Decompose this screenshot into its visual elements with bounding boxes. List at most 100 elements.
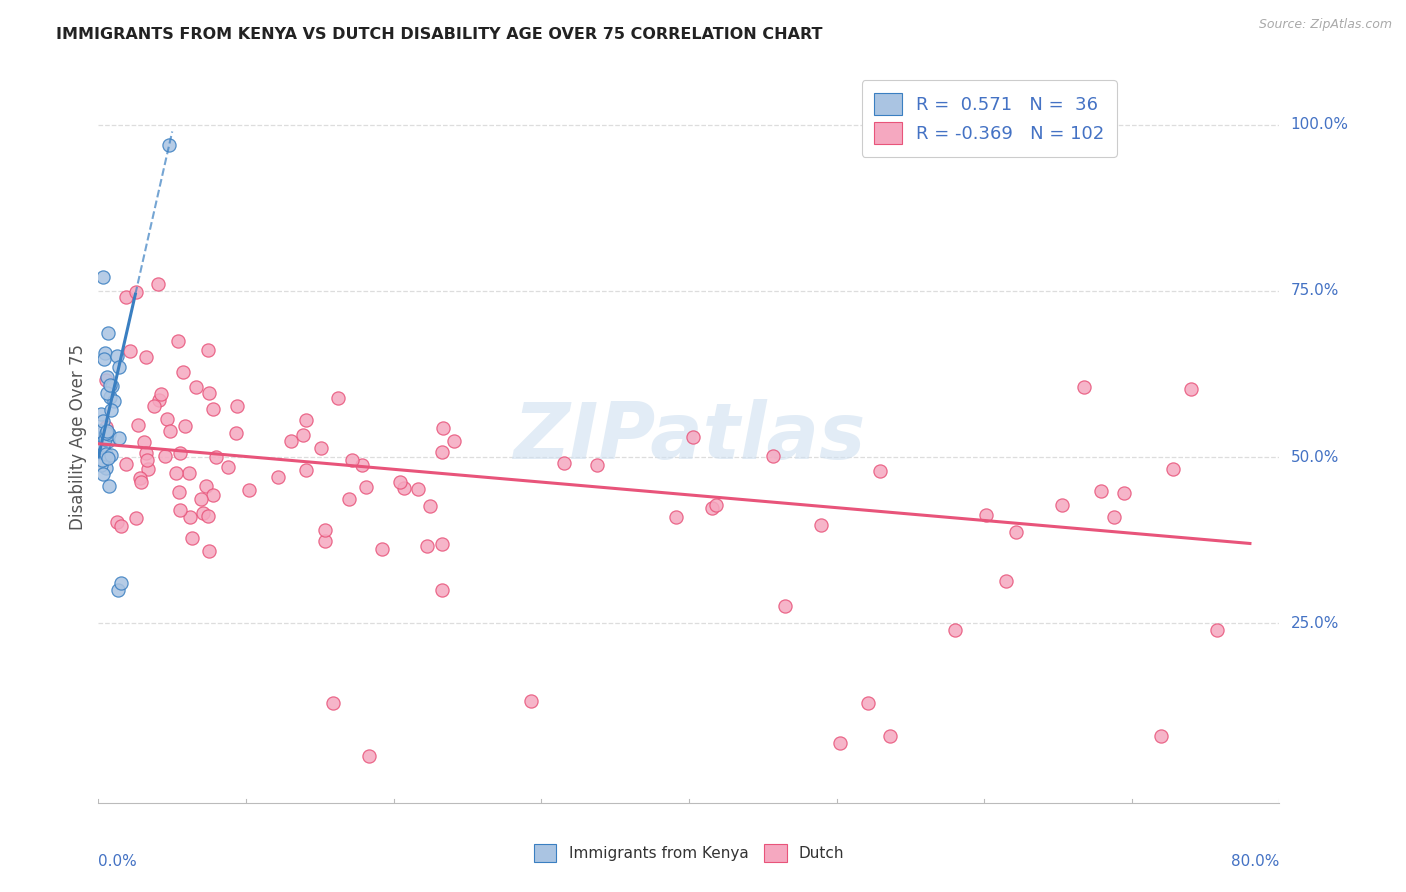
- Point: [125, 285, 148, 299]
- Point: [110, 518, 132, 533]
- Point: [96, 425, 118, 440]
- Point: [1161, 462, 1184, 476]
- Point: [295, 413, 318, 427]
- Point: [1180, 382, 1202, 396]
- Point: [100, 448, 122, 462]
- Point: [108, 360, 131, 375]
- Point: [89, 424, 111, 438]
- Point: [96, 419, 118, 434]
- Point: [146, 277, 169, 292]
- Point: [94, 460, 117, 475]
- Y-axis label: Disability Age Over 75: Disability Age Over 75: [69, 344, 87, 530]
- Point: [202, 402, 225, 417]
- Point: [108, 431, 131, 445]
- Point: [181, 531, 204, 545]
- Point: [96, 386, 118, 401]
- Point: [97, 479, 120, 493]
- Point: [388, 475, 411, 489]
- Point: [700, 501, 723, 516]
- Point: [1102, 509, 1125, 524]
- Point: [432, 582, 454, 597]
- Point: [430, 537, 453, 551]
- Point: [179, 509, 201, 524]
- Point: [520, 694, 543, 708]
- Point: [101, 379, 124, 393]
- Point: [148, 392, 170, 407]
- Text: Source: ZipAtlas.com: Source: ZipAtlas.com: [1258, 18, 1392, 31]
- Point: [1090, 484, 1112, 499]
- Point: [314, 523, 336, 537]
- Point: [167, 485, 190, 500]
- Point: [169, 446, 191, 460]
- Point: [91, 426, 114, 441]
- Point: [100, 402, 122, 417]
- Point: [157, 137, 180, 152]
- Point: [761, 449, 783, 463]
- Point: [125, 511, 148, 525]
- Point: [94, 447, 117, 461]
- Point: [136, 453, 159, 467]
- Point: [186, 380, 208, 394]
- Point: [97, 326, 120, 341]
- Point: [110, 576, 132, 591]
- Point: [197, 343, 219, 358]
- Point: [415, 540, 437, 554]
- Point: [174, 419, 197, 434]
- Point: [127, 418, 149, 433]
- Point: [1112, 486, 1135, 500]
- Point: [105, 515, 128, 529]
- Point: [943, 623, 966, 637]
- Point: [94, 346, 117, 360]
- Point: [419, 499, 441, 513]
- Point: [352, 458, 374, 472]
- Point: [201, 488, 224, 502]
- Point: [994, 574, 1017, 588]
- Point: [91, 270, 114, 285]
- Point: [90, 458, 112, 472]
- Point: [773, 599, 796, 613]
- Point: [96, 424, 118, 438]
- Point: [134, 446, 156, 460]
- Point: [337, 491, 360, 506]
- Point: [105, 349, 128, 363]
- Point: [150, 387, 173, 401]
- Point: [98, 426, 121, 441]
- Point: [1150, 729, 1173, 743]
- Point: [238, 483, 260, 497]
- Point: [1050, 498, 1073, 512]
- Point: [856, 696, 879, 710]
- Point: [169, 503, 191, 517]
- Text: 50.0%: 50.0%: [1291, 450, 1339, 465]
- Legend: Immigrants from Kenya, Dutch: Immigrants from Kenya, Dutch: [527, 838, 851, 868]
- Point: [198, 544, 221, 558]
- Point: [443, 434, 465, 449]
- Point: [107, 582, 129, 597]
- Point: [430, 445, 453, 459]
- Point: [1005, 524, 1028, 539]
- Point: [810, 518, 832, 533]
- Point: [225, 426, 247, 441]
- Point: [1205, 623, 1227, 637]
- Point: [93, 444, 115, 458]
- Point: [98, 390, 121, 404]
- Point: [225, 399, 247, 413]
- Point: [190, 492, 212, 507]
- Point: [586, 458, 609, 472]
- Point: [97, 450, 120, 465]
- Point: [394, 481, 416, 495]
- Text: 0.0%: 0.0%: [98, 854, 138, 869]
- Point: [879, 729, 901, 743]
- Point: [266, 470, 288, 484]
- Text: 100.0%: 100.0%: [1291, 117, 1348, 132]
- Point: [93, 352, 115, 367]
- Point: [830, 736, 852, 750]
- Point: [432, 421, 454, 435]
- Point: [328, 391, 350, 405]
- Point: [155, 411, 177, 425]
- Point: [682, 430, 704, 444]
- Point: [1073, 379, 1095, 393]
- Point: [193, 506, 215, 520]
- Point: [665, 510, 688, 524]
- Point: [314, 533, 336, 548]
- Point: [136, 462, 159, 476]
